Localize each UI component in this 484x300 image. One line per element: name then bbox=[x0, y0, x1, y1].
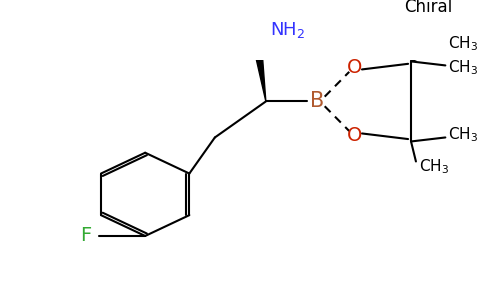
Text: CH$_3$: CH$_3$ bbox=[448, 58, 479, 77]
Text: CH$_3$: CH$_3$ bbox=[419, 158, 449, 176]
Text: CH$_3$: CH$_3$ bbox=[448, 126, 479, 144]
Polygon shape bbox=[254, 49, 266, 101]
Text: NH$_2$: NH$_2$ bbox=[270, 20, 305, 40]
Text: F: F bbox=[80, 226, 91, 245]
Text: O: O bbox=[347, 126, 362, 145]
Text: CH$_3$: CH$_3$ bbox=[448, 34, 479, 53]
Text: B: B bbox=[310, 92, 324, 111]
Text: O: O bbox=[347, 58, 362, 77]
Text: Chiral: Chiral bbox=[405, 0, 453, 16]
